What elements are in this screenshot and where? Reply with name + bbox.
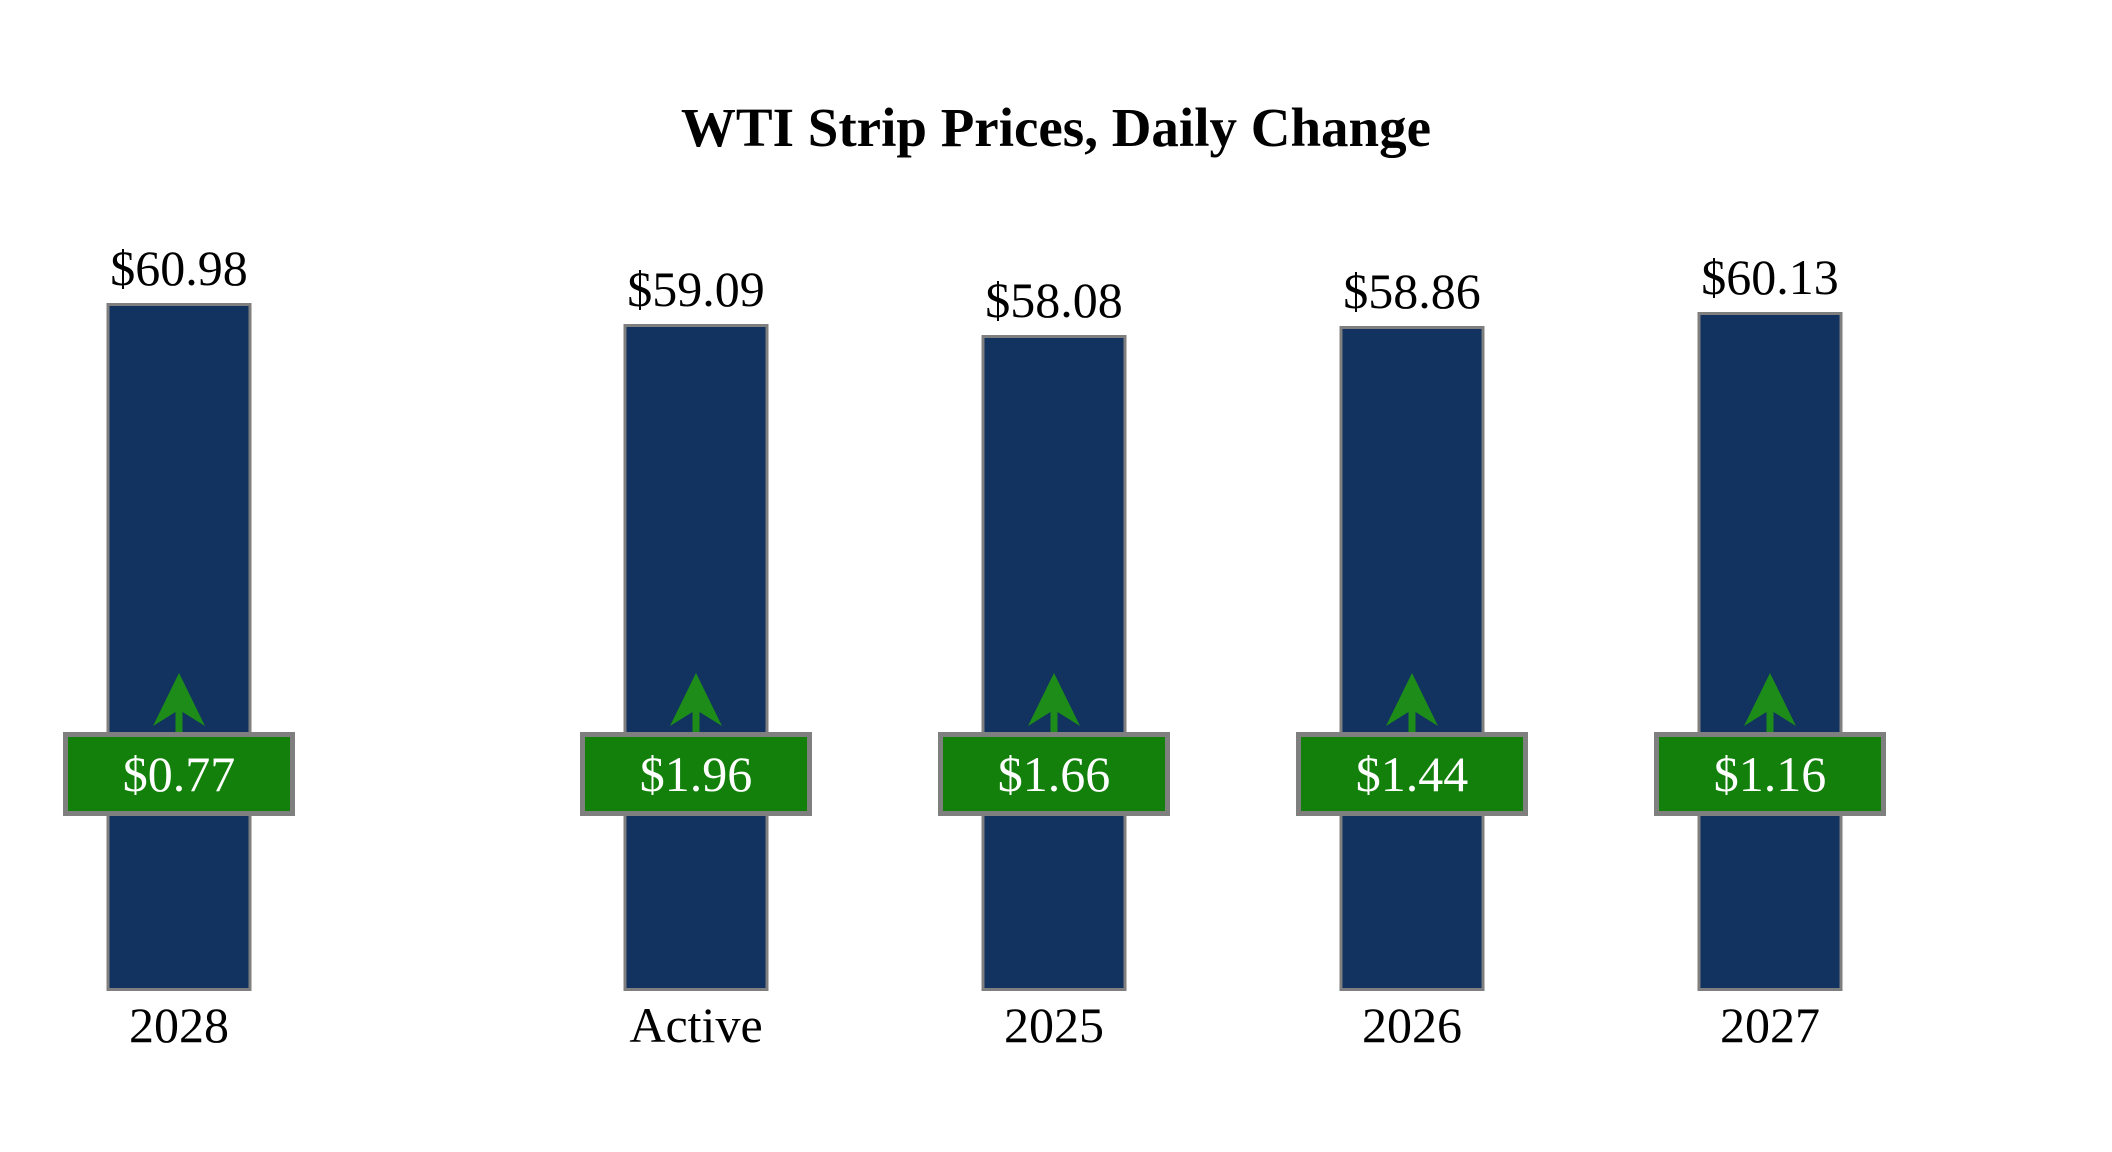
- up-arrow-icon: [1744, 673, 1796, 732]
- bar-group-2026: $58.86 $1.44 2026: [1233, 0, 1591, 1152]
- category-label: 2026: [1362, 997, 1462, 1053]
- daily-change-badge: $0.77: [63, 732, 295, 816]
- price-bar: [1697, 312, 1843, 991]
- price-bar: [1339, 326, 1485, 991]
- price-label: $60.98: [110, 240, 248, 296]
- up-arrow-icon: [153, 673, 205, 732]
- bar-group-2028: $60.98 $0.77 2028: [0, 0, 358, 1152]
- price-bar: [623, 324, 769, 991]
- category-label: 2025: [1004, 997, 1104, 1053]
- price-bar: [106, 303, 252, 991]
- up-arrow-icon: [1386, 673, 1438, 732]
- price-label: $58.08: [985, 272, 1123, 328]
- bar-group-active: $59.09 $1.96 Active: [517, 0, 875, 1152]
- daily-change-value: $0.77: [122, 746, 236, 802]
- bar-group-2027: $60.13 $1.16 2027: [1591, 0, 1949, 1152]
- daily-change-value: $1.16: [1713, 746, 1827, 802]
- price-label: $58.86: [1343, 263, 1481, 319]
- bar-group-2025: $58.08 $1.66 2025: [875, 0, 1233, 1152]
- daily-change-badge: $1.96: [580, 732, 812, 816]
- daily-change-value: $1.96: [639, 746, 753, 802]
- up-arrow-icon: [670, 673, 722, 732]
- price-label: $59.09: [627, 261, 765, 317]
- category-label: Active: [629, 997, 763, 1053]
- daily-change-value: $1.44: [1355, 746, 1469, 802]
- up-arrow-icon: [1028, 673, 1080, 732]
- daily-change-badge: $1.16: [1654, 732, 1886, 816]
- chart-title: WTI Strip Prices, Daily Change: [680, 97, 1432, 158]
- category-label: 2027: [1720, 997, 1820, 1053]
- price-bar: [981, 335, 1127, 991]
- daily-change-badge: $1.66: [938, 732, 1170, 816]
- category-label: 2028: [129, 997, 229, 1053]
- price-label: $60.13: [1701, 249, 1839, 305]
- daily-change-badge: $1.44: [1296, 732, 1528, 816]
- daily-change-value: $1.66: [997, 746, 1111, 802]
